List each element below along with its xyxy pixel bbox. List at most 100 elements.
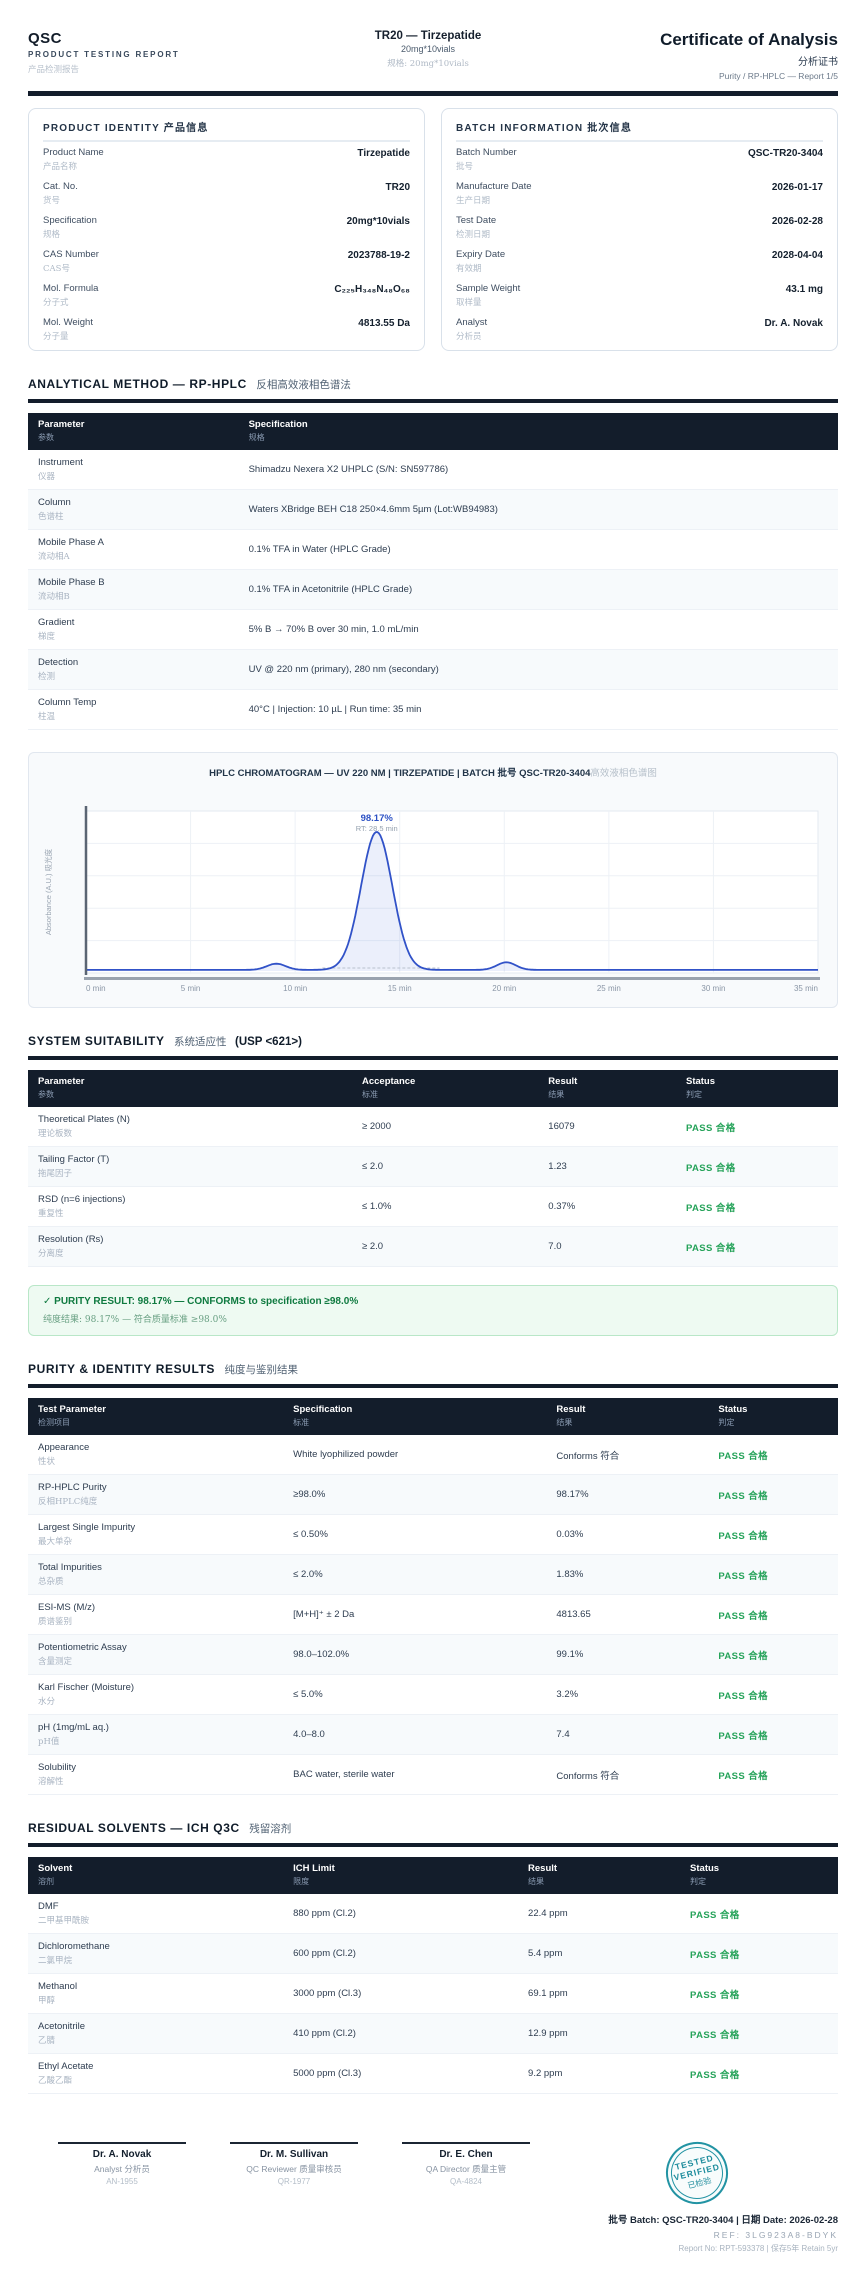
specification-cell: 4.0–8.0: [283, 1714, 547, 1755]
section-title-en: PURITY & IDENTITY RESULTS: [28, 1362, 216, 1376]
purity-result-banner: ✓ PURITY RESULT: 98.17% — CONFORMS to sp…: [28, 1285, 838, 1336]
section-title-cn: 反相高效液相色谱法: [256, 379, 351, 391]
parameter-cell: Column 色谱柱: [28, 489, 239, 530]
ich-limit-cell: 5000 ppm (Cl.3): [283, 2053, 519, 2094]
peak-rt-label: RT: 28.5 min: [356, 824, 398, 833]
identity-row: Specification 规格 20mg*10vials: [43, 210, 410, 244]
peak-area-label: 98.17%: [361, 813, 394, 824]
column-header-status: Status 判定: [690, 1863, 720, 1886]
specification-cell: UV @ 220 nm (primary), 280 nm (secondary…: [238, 649, 838, 690]
purity-table-row: Appearance 性状 White lyophilized powder C…: [28, 1435, 838, 1475]
parameter-cell: Gradient 梯度: [28, 609, 239, 650]
brand-block: QSC PRODUCT TESTING REPORT 产品检测报告: [28, 30, 268, 75]
system-suitability-table: Parameter 参数 Acceptance 标准 Result 结果 Sta…: [28, 1070, 838, 1267]
method-table-row: Instrument 仪器 Shimadzu Nexera X2 UHPLC (…: [28, 450, 838, 490]
section-title-cn: 纯度与鉴别结果: [224, 1364, 298, 1376]
purity-table-row: RP-HPLC Purity 反相HPLC纯度 ≥98.0% 98.17% PA…: [28, 1474, 838, 1515]
section-title-cn: 系统适应性: [174, 1036, 227, 1048]
product-spec: 20mg*10vials: [400, 44, 456, 54]
purity-table-row: Solubility 溶解性 BAC water, sterile water …: [28, 1754, 838, 1795]
purity-table-row: Largest Single Impurity 最大单杂 ≤ 0.50% 0.0…: [28, 1514, 838, 1555]
column-header-result: Result 结果: [548, 1076, 578, 1099]
page-footer: Dr. A. Novak Analyst 分析员 AN-1955 Dr. M. …: [28, 2135, 838, 2254]
parameter-cell: Column Temp 柱温: [28, 689, 239, 730]
signatory-name: Dr. E. Chen: [439, 2149, 493, 2160]
purity-result-line: ✓ PURITY RESULT: 98.17% — CONFORMS to sp…: [43, 1296, 359, 1307]
result-cell: Conforms 符合: [546, 1754, 709, 1795]
batch-row-label: Test Date 检测日期: [456, 215, 497, 240]
batch-row-label: Manufacture Date 生产日期: [456, 181, 532, 206]
brand-subtitle-cn: 产品检测报告: [28, 65, 80, 75]
brand-subtitle: PRODUCT TESTING REPORT: [28, 50, 180, 59]
solvent-cell: Methanol 甲醇: [28, 1973, 284, 2014]
test-parameter-cell: RP-HPLC Purity 反相HPLC纯度: [28, 1474, 284, 1515]
result-cell: 16079: [538, 1107, 676, 1147]
section-title-en: ANALYTICAL METHOD — RP-HPLC: [28, 377, 247, 391]
footer-batch-line: 批号 Batch: QSC-TR20-3404 | 日期 Date: 2026-…: [608, 2215, 838, 2226]
result-cell: 7.4: [546, 1714, 709, 1755]
status-badge: PASS 合格: [675, 1186, 838, 1227]
parameter-cell: Detection 检测: [28, 649, 239, 690]
purity-result-line-cn: 纯度结果: 98.17% — 符合质量标准 ≥98.0%: [43, 1315, 227, 1325]
column-header-result: Result 结果: [528, 1863, 558, 1886]
suitability-table-row: Theoretical Plates (N) 理论板数 ≥ 2000 16079…: [28, 1107, 838, 1147]
result-cell: 1.83%: [546, 1554, 709, 1595]
specification-cell: ≤ 0.50%: [283, 1514, 547, 1555]
signatory-name: Dr. A. Novak: [92, 2149, 152, 2160]
x-axis-spine: [84, 977, 820, 980]
batch-row: Expiry Date 有效期 2028-04-04: [456, 244, 823, 278]
column-header-result: Result 结果: [556, 1404, 586, 1427]
parameter-cell: RSD (n=6 injections) 重复性: [28, 1186, 352, 1227]
footer-right-block: TESTED VERIFIED 已检验 批号 Batch: QSC-TR20-3…: [608, 2135, 838, 2254]
section-divider-bar: [28, 1384, 838, 1388]
method-table-row: Mobile Phase B 流动相B 0.1% TFA in Acetonit…: [28, 569, 838, 610]
batch-row-value: 2026-02-28: [771, 216, 823, 227]
x-tick-label: 15 min: [388, 984, 412, 993]
document-title: Certificate of Analysis: [660, 30, 838, 49]
section-analytical-method-title: ANALYTICAL METHOD — RP-HPLC 反相高效液相色谱法: [28, 375, 838, 393]
analytical-method-table-body: Instrument 仪器 Shimadzu Nexera X2 UHPLC (…: [28, 450, 838, 730]
solvent-cell: Acetonitrile 乙腈: [28, 2013, 284, 2054]
status-badge: PASS 合格: [680, 2053, 838, 2094]
test-parameter-cell: Karl Fischer (Moisture) 水分: [28, 1674, 284, 1715]
identity-row-value: Tirzepatide: [357, 148, 410, 159]
batch-information-panel: BATCH INFORMATION 批次信息 Batch Number 批号 Q…: [441, 108, 838, 351]
page-header: QSC PRODUCT TESTING REPORT 产品检测报告 TR20 —…: [28, 30, 838, 81]
batch-row-label: Batch Number 批号: [456, 147, 517, 172]
signature-block: Dr. M. Sullivan QC Reviewer 质量审核员 QR-197…: [230, 2142, 358, 2186]
section-title-cn: 残留溶剂: [249, 1823, 292, 1835]
acceptance-cell: ≥ 2.0: [352, 1226, 539, 1267]
solvent-table-row: Ethyl Acetate 乙酸乙酯 5000 ppm (Cl.3) 9.2 p…: [28, 2053, 838, 2094]
table-header-row: Test Parameter 检测项目 Specification 标准 Res…: [28, 1398, 838, 1435]
method-table-row: Detection 检测 UV @ 220 nm (primary), 280 …: [28, 649, 838, 690]
specification-cell: [M+H]⁺ ± 2 Da: [283, 1594, 547, 1635]
status-badge: PASS 合格: [708, 1435, 838, 1475]
result-cell: 3.2%: [546, 1674, 709, 1715]
identity-row-label: Mol. Formula 分子式: [43, 283, 99, 308]
signature-block: Dr. A. Novak Analyst 分析员 AN-1955: [58, 2142, 186, 2186]
column-header-acceptance: Acceptance 标准: [362, 1076, 416, 1099]
signatory-id: QA-4824: [449, 2177, 483, 2186]
test-parameter-cell: pH (1mg/mL aq.) pH值: [28, 1714, 284, 1755]
purity-results-table: Test Parameter 检测项目 Specification 标准 Res…: [28, 1398, 838, 1795]
stamp-text: TESTED VERIFIED 已检验: [672, 2152, 721, 2191]
x-tick-label: 30 min: [701, 984, 725, 993]
residual-solvents-table: Solvent 溶剂 ICH Limit 限度 Result 结果 Status…: [28, 1857, 838, 2094]
solvent-cell: Dichloromethane 二氯甲烷: [28, 1933, 284, 1974]
identity-row-value: TR20: [385, 182, 410, 193]
purity-table-row: ESI-MS (M/z) 质谱鉴别 [M+H]⁺ ± 2 Da 4813.65 …: [28, 1594, 838, 1635]
solvent-table-row: Methanol 甲醇 3000 ppm (Cl.3) 69.1 ppm PAS…: [28, 1973, 838, 2014]
column-header-status: Status 判定: [685, 1076, 716, 1099]
batch-row-value: 2028-04-04: [771, 250, 823, 261]
specification-cell: 0.1% TFA in Water (HPLC Grade): [238, 529, 838, 570]
x-tick-label: 20 min: [492, 984, 516, 993]
identity-row-label: Product Name 产品名称: [43, 147, 104, 172]
batch-row-label: Expiry Date 有效期: [456, 249, 506, 274]
ich-limit-cell: 880 ppm (Cl.2): [283, 1894, 519, 1934]
specification-cell: 98.0–102.0%: [283, 1634, 547, 1675]
x-tick-label: 10 min: [283, 984, 307, 993]
result-cell: 1.23: [538, 1146, 676, 1187]
brand-logo: QSC: [28, 30, 63, 47]
solvent-cell: DMF 二甲基甲酰胺: [28, 1894, 284, 1934]
identity-row-label: Specification 规格: [43, 215, 97, 240]
